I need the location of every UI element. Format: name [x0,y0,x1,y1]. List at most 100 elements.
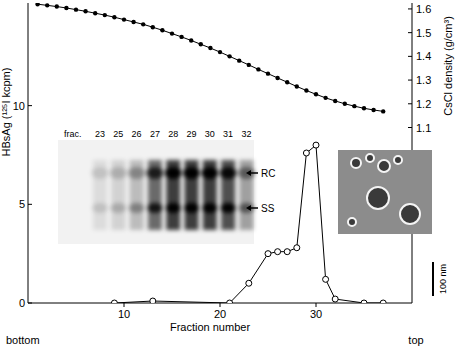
gel-lane [146,160,164,230]
y2-tick-label: 1.2 [416,98,431,110]
data-point [55,4,59,8]
gel-band-rc [146,167,164,179]
x-tick-label: 20 [214,308,226,320]
x-end-label: bottom [6,334,40,346]
data-point [256,67,260,71]
em-particle [367,187,389,209]
y-axis-label: HBsAg (¹²⁵I kcpm) [0,68,12,157]
data-point [304,88,308,92]
gel-lane [219,160,237,230]
data-point [275,249,281,255]
data-point [295,84,299,88]
gel-band-rc [164,167,182,179]
band-arrowhead [246,170,251,176]
data-point [285,80,289,84]
y2-tick [408,8,412,9]
em-background [338,150,432,234]
data-point [122,17,126,21]
data-point [313,142,319,148]
band-arrowhead [246,205,251,211]
data-point [199,42,203,46]
gel-lane-label: 31 [223,129,233,139]
data-point [35,3,39,6]
band-label: RC [261,168,275,179]
gel-lane [201,160,219,230]
y2-tick [408,56,412,57]
gel-label: frac. [64,129,82,139]
data-point [332,296,338,302]
data-point [45,3,49,7]
data-point [64,6,68,10]
data-point [208,46,212,50]
gel-lane-label: 23 [95,129,105,139]
gel-band-rc [201,167,219,179]
y2-tick [408,32,412,33]
x-tick [124,303,125,307]
y-tick-label: 0 [19,297,25,309]
data-point [150,298,156,303]
gel-band-ss [184,203,200,213]
data-point [227,300,233,303]
y-tick-label: 5 [19,198,25,210]
gel-lane-label: 25 [113,129,123,139]
data-point [112,15,116,19]
x-end-label: top [408,334,423,346]
band-label: SS [261,203,275,214]
y2-tick-label: 1.1 [416,122,431,134]
em-particle [378,160,390,172]
y2-tick-label: 1.5 [416,27,431,39]
y-axis [28,3,29,303]
chart: frac.232526272829303132RCSS05101020301.1… [0,0,457,351]
data-point [266,71,270,75]
em-particle [400,204,420,224]
gel-lane-label: 26 [132,129,142,139]
gel-lane-label: 27 [150,129,160,139]
gel-band-rc [219,167,237,179]
data-point [361,300,367,303]
data-point [170,31,174,35]
data-point [160,28,164,32]
gel-lane [237,160,255,230]
em-inset [338,150,432,234]
x-tick [220,303,221,307]
gel-band-rc [109,167,127,179]
gel-band-rc [128,167,146,179]
series-line [38,4,384,111]
gel-band-ss [147,203,163,213]
data-point [141,22,145,26]
x-tick-label: 30 [310,308,322,320]
data-point [323,276,329,282]
data-point [237,58,241,62]
gel-band-ss [129,203,145,213]
data-point [246,280,252,286]
y-tick [28,105,32,106]
data-point [265,251,271,257]
y2-tick [408,127,412,128]
data-point [294,245,300,251]
data-point [189,38,193,42]
scale-bar [432,262,434,296]
x-tick-label: 10 [118,308,130,320]
gel-band-rc [91,167,109,179]
gel-band-ss [220,203,236,213]
data-point [343,102,347,106]
gel-lane [109,160,127,230]
gel-lane [164,160,182,230]
data-point [227,54,231,58]
gel-lane [128,160,146,230]
gel-background [58,140,254,244]
gel-band-rc [183,167,201,179]
data-point [111,300,117,303]
data-point [314,92,318,96]
gel-band-ss [92,203,108,213]
data-point [131,20,135,24]
y2-tick-label: 1.6 [416,3,431,15]
gel-band-ss [202,203,218,213]
gel-lane-label: 29 [186,129,196,139]
data-point [380,300,386,303]
data-point [83,9,87,13]
data-point [179,35,183,39]
y2-axis-label: CsCl density (g/cm³) [442,16,454,116]
gel-inset [58,140,255,244]
data-point [362,106,366,110]
